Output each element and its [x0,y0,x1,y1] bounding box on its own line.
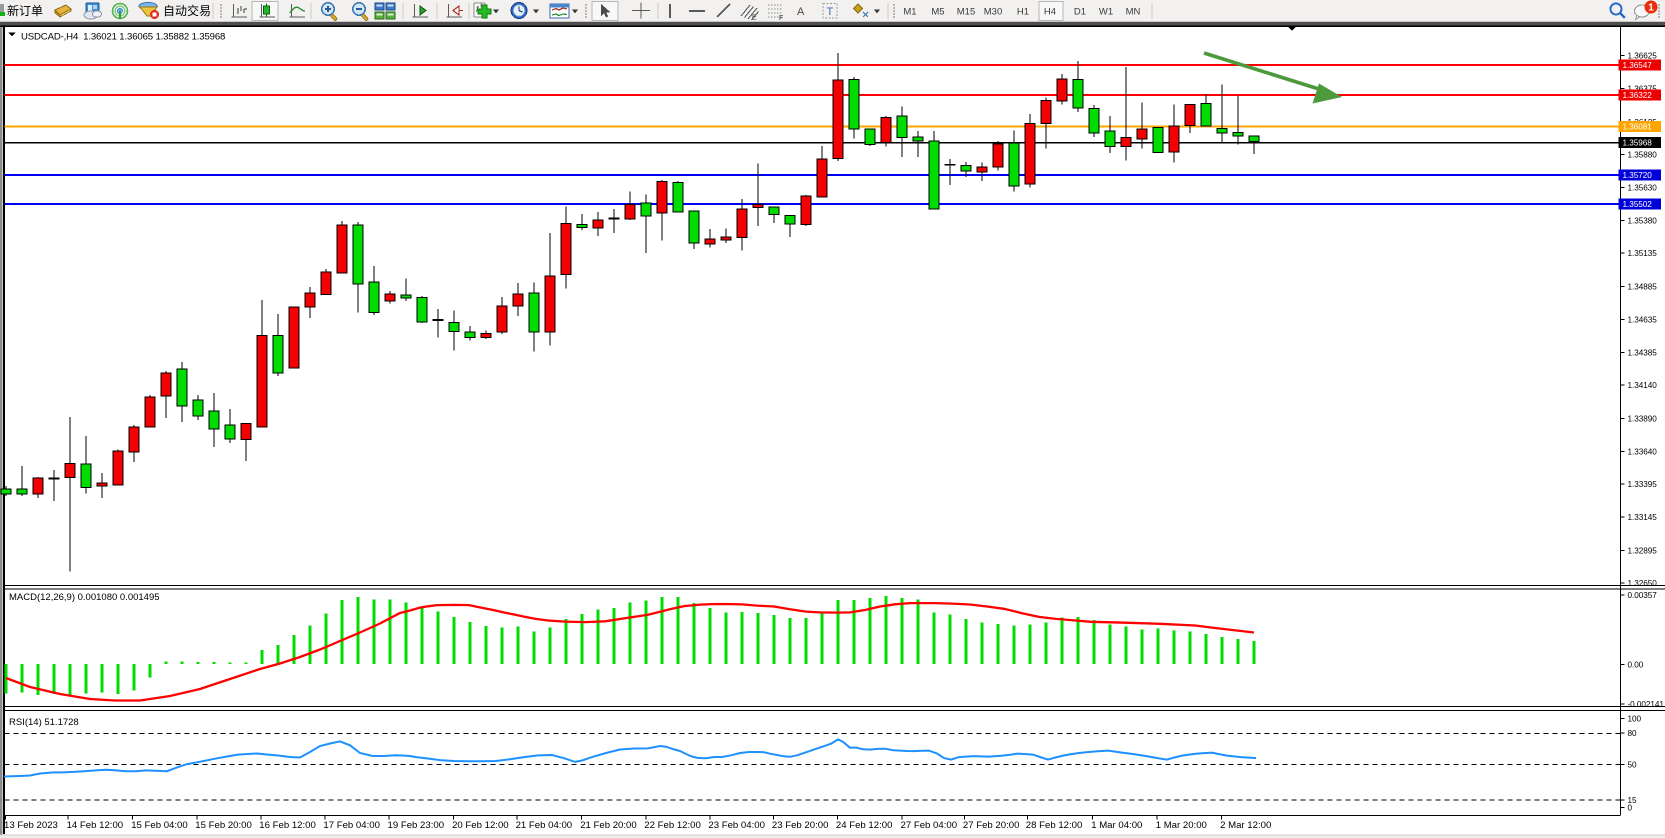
svg-text:27 Feb 04:00: 27 Feb 04:00 [901,820,958,831]
svg-text:自动交易: 自动交易 [163,3,211,18]
svg-text:17 Feb 04:00: 17 Feb 04:00 [323,820,380,831]
svg-text:1.34635: 1.34635 [1628,316,1658,325]
svg-text:W1: W1 [1099,7,1113,18]
svg-text:50: 50 [1628,761,1638,770]
svg-text:1.35502: 1.35502 [1623,200,1653,209]
svg-text:21 Feb 04:00: 21 Feb 04:00 [516,820,573,831]
svg-text:RSI(14) 51.1728: RSI(14) 51.1728 [9,717,79,728]
svg-text:13 Feb 2023: 13 Feb 2023 [4,820,58,831]
svg-text:MN: MN [1126,7,1141,18]
svg-text:1 Mar 04:00: 1 Mar 04:00 [1091,820,1142,831]
svg-text:H4: H4 [1044,7,1056,18]
svg-text:27 Feb 20:00: 27 Feb 20:00 [963,820,1020,831]
svg-text:1.36322: 1.36322 [1623,91,1653,100]
svg-text:19 Feb 23:00: 19 Feb 23:00 [388,820,445,831]
svg-text:1.34140: 1.34140 [1628,381,1658,390]
svg-text:1.32895: 1.32895 [1628,546,1658,555]
svg-text:T: T [827,6,834,18]
svg-text:14 Feb 12:00: 14 Feb 12:00 [67,820,124,831]
svg-text:M15: M15 [957,7,975,18]
svg-text:15: 15 [1628,796,1638,805]
svg-text:1.36547: 1.36547 [1623,61,1653,70]
svg-text:1: 1 [1648,3,1654,14]
svg-text:D1: D1 [1074,7,1086,18]
svg-text:1 Mar 20:00: 1 Mar 20:00 [1156,820,1207,831]
svg-text:20 Feb 12:00: 20 Feb 12:00 [452,820,509,831]
svg-text:M1: M1 [903,7,916,18]
svg-text:1.33395: 1.33395 [1628,480,1658,489]
svg-text:新订单: 新订单 [7,3,43,18]
svg-text:A: A [797,6,805,18]
svg-text:M5: M5 [931,7,944,18]
svg-text:1.36375: 1.36375 [1628,85,1658,94]
svg-text:1.36625: 1.36625 [1628,52,1658,61]
svg-text:1.35720: 1.35720 [1623,171,1653,180]
svg-text:80: 80 [1628,729,1638,738]
svg-text:1.35880: 1.35880 [1628,150,1658,159]
svg-text:1.35968: 1.35968 [1623,139,1653,148]
svg-text:21 Feb 20:00: 21 Feb 20:00 [580,820,637,831]
svg-text:1.35380: 1.35380 [1628,217,1658,226]
svg-text:H1: H1 [1017,7,1029,18]
svg-text:1.34385: 1.34385 [1628,349,1658,358]
svg-text:1.34885: 1.34885 [1628,282,1658,291]
svg-text:E: E [752,15,757,22]
svg-text:1.35135: 1.35135 [1628,249,1658,258]
svg-text:-0.002141: -0.002141 [1628,700,1665,709]
svg-text:23 Feb 04:00: 23 Feb 04:00 [708,820,765,831]
svg-text:16 Feb 12:00: 16 Feb 12:00 [259,820,316,831]
svg-text:0.00: 0.00 [1628,661,1644,670]
svg-text:22 Feb 12:00: 22 Feb 12:00 [644,820,701,831]
svg-text:USDCAD-,H4 1.36021 1.36065 1.: USDCAD-,H4 1.36021 1.36065 1.35882 1.359… [21,32,225,43]
svg-text:100: 100 [1628,715,1642,724]
svg-text:1.32650: 1.32650 [1628,579,1658,588]
svg-text:24 Feb 12:00: 24 Feb 12:00 [836,820,893,831]
svg-text:0: 0 [1628,804,1633,813]
svg-text:M30: M30 [984,7,1002,18]
svg-text:MACD(12,26,9) 0.001080 0.00149: MACD(12,26,9) 0.001080 0.001495 [9,592,160,603]
svg-text:2 Mar 12:00: 2 Mar 12:00 [1220,820,1271,831]
svg-text:1.33640: 1.33640 [1628,448,1658,457]
svg-text:15 Feb 04:00: 15 Feb 04:00 [131,820,188,831]
svg-text:23 Feb 20:00: 23 Feb 20:00 [772,820,829,831]
svg-text:0.00357: 0.00357 [1628,591,1658,600]
svg-text:15 Feb 20:00: 15 Feb 20:00 [195,820,252,831]
svg-text:1.33890: 1.33890 [1628,414,1658,423]
svg-text:F: F [779,15,783,22]
svg-text:28 Feb 12:00: 28 Feb 12:00 [1026,820,1083,831]
svg-text:1.36081: 1.36081 [1623,123,1653,132]
svg-text:1.35630: 1.35630 [1628,184,1658,193]
svg-text:1.33145: 1.33145 [1628,513,1658,522]
